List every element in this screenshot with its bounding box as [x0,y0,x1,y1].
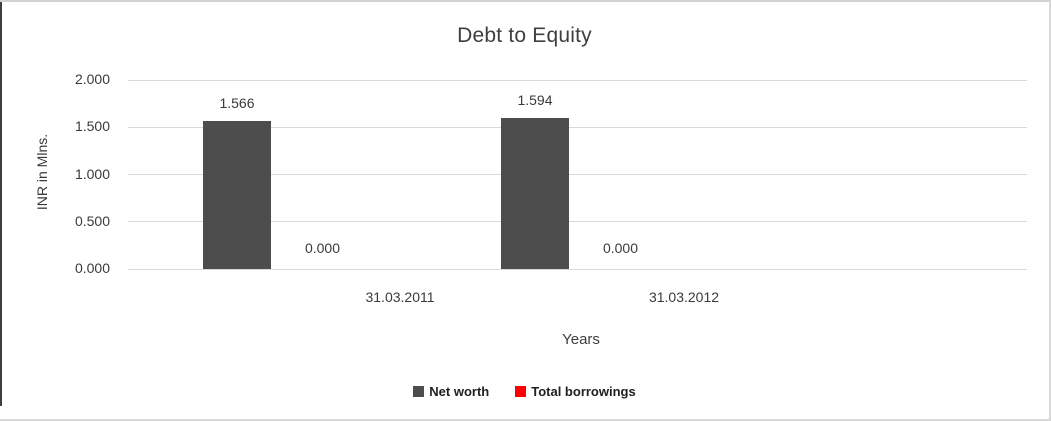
legend-item-net-worth: Net worth [413,384,489,399]
gridline [128,268,1027,270]
legend-item-total-borrowings: Total borrowings [515,384,636,399]
legend-label: Net worth [429,384,490,399]
legend-swatch-icon [515,386,527,397]
plot-area: 0.000 0.500 1.000 1.500 2.000 1.566 1.594 0.000… [75,71,1027,276]
data-label: 0.000 [304,240,341,256]
data-label: 1.594 [517,92,553,108]
bar-net-worth [203,121,271,269]
gridline [128,221,1027,223]
gridline [128,174,1027,175]
x-tick-label: 31.03.2012 [648,289,720,305]
y-tick-label: 0.000 [74,260,110,276]
x-axis-title: Years [562,331,600,348]
chart-title: Debt to Equity [457,24,592,47]
data-label: 0.000 [602,240,639,256]
legend: Net worth Total borrowings [0,384,1049,399]
y-tick-label: 1.500 [74,118,110,135]
y-tick-label: 1.000 [74,165,110,182]
x-tick-label: 31.03.2011 [365,289,435,305]
y-tick-label: 0.500 [74,212,110,229]
data-label: 1.566 [219,95,255,111]
y-tick-label: 2.000 [74,71,110,87]
legend-label: Total borrowings [531,384,636,399]
bar-net-worth [501,118,569,269]
gridline [128,79,1027,81]
window-left-border [0,2,2,406]
gridline [128,126,1027,128]
legend-swatch-icon [413,386,425,397]
